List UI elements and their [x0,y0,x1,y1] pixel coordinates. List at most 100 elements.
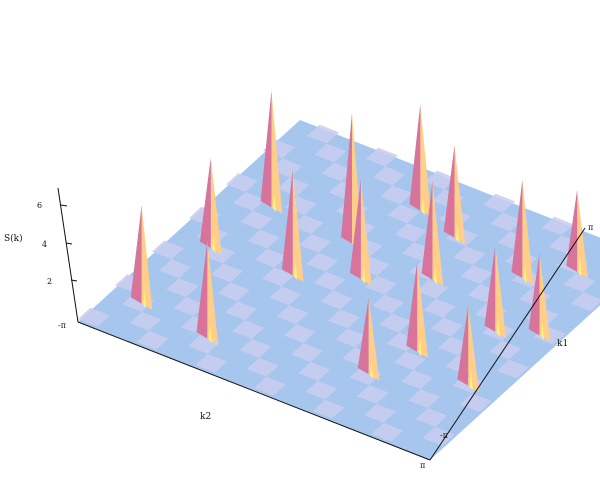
surface-facet [246,357,279,377]
peak-right-face [207,240,219,345]
peak-mark [350,179,372,286]
peak-mark [528,253,551,342]
peak-highlight [578,258,582,277]
peak-highlight [143,289,147,309]
surface-facet [159,259,192,279]
z-tick-label-4: 4 [42,240,47,249]
peak-highlight [272,193,276,213]
surface-facet [210,263,243,283]
surface-facet [307,124,340,144]
peak-highlight [523,264,527,283]
surface-layer [78,91,600,460]
surface-facet [541,216,574,236]
surface-facet [166,278,199,298]
peak-mark [282,169,304,282]
peak-right-face [360,179,372,286]
surface-facet [328,309,360,329]
surface-facet [78,307,110,327]
surface-facet [136,330,169,350]
surface-facet [570,292,600,312]
surface-facet [276,305,309,325]
surface-facet [415,408,448,427]
surface-facet [254,248,287,268]
z-tick-6 [60,204,68,207]
z-tick-label-6: 6 [37,201,42,210]
peak-highlight [433,265,437,285]
k2-axis-line [77,321,431,461]
peak-mark [357,298,380,381]
peak-left-face [484,245,496,332]
peak-right-face [522,180,534,285]
peak-left-face [457,305,469,386]
surface-facet [240,210,273,230]
surface-facet [305,380,338,400]
surface-facet [401,370,433,390]
surface-facet [298,362,331,381]
peak-highlight [418,338,422,357]
z-tick-4 [65,242,73,245]
peak-left-face [511,180,523,279]
surface-facet [321,162,354,182]
k1-axis-label: k1 [557,339,568,349]
surface-facet [496,359,529,379]
surface-facet [372,294,405,314]
z-axis-line [57,187,79,323]
peak-highlight [469,371,473,391]
peak-mark [341,113,363,250]
surface-facet [312,399,345,419]
peak-mark [511,180,534,285]
surface-facet [226,173,258,192]
peak-mark [421,181,444,286]
peak-mark [260,91,283,214]
surface-facet [394,223,427,243]
k2-min-label: -π [58,321,66,330]
surface-facet [563,273,596,293]
surface-facet [239,339,272,358]
k2-max-label: π [420,461,425,470]
surface-facet [365,275,397,295]
surface-facet [423,298,456,318]
peak-mark [457,305,480,392]
surface-facet [356,385,389,404]
peak-left-face [130,205,142,304]
surface-facet [269,286,302,306]
peak-left-face [443,145,455,238]
peak-right-face [495,245,507,339]
peak-highlight [496,318,500,337]
peak-left-face [260,91,272,208]
peak-right-face [539,253,551,342]
z-tick-label-2: 2 [47,277,52,286]
k2-axis-label: k2 [200,412,211,422]
peak-highlight [421,196,425,216]
surface-facet [430,317,463,337]
surface-facet [483,193,516,213]
surface-facet [195,353,228,373]
peak-highlight [212,234,216,253]
surface-facet [313,271,346,291]
surface-facet [459,393,492,413]
surface-facet [489,340,522,360]
peak-right-face [141,205,153,310]
surface-facet [299,233,331,253]
peak-left-face [409,104,421,211]
surface-facet [203,244,236,264]
peak-highlight [540,321,544,341]
axes-layer: 2 4 6 S(k) k2 k1 -π π -π π [4,187,593,470]
surface-facet [408,389,441,408]
peak-left-face [406,261,418,352]
peak-right-face [271,91,283,214]
peak-mark [484,245,507,339]
surface-facet [490,212,523,232]
surface-facet [371,422,404,442]
peak-mark [196,240,219,345]
surface-facet [225,301,257,321]
peak-right-face [468,305,480,392]
peak-right-face [368,298,380,381]
peak-right-face [577,189,588,279]
peak-right-face [420,104,432,217]
surface-facet [416,279,449,299]
peak-right-face [454,145,466,244]
peak-mark [406,261,429,359]
surface-facet [379,313,412,333]
